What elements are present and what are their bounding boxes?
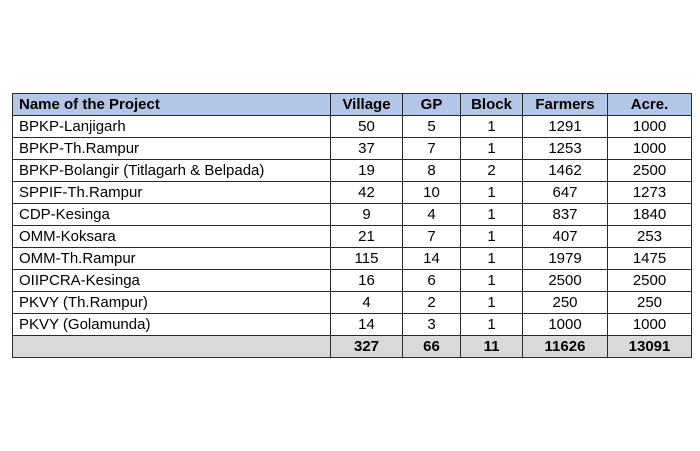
cell-name: PKVY (Golamunda) <box>12 313 331 336</box>
cell-village: 14 <box>330 313 403 336</box>
cell-name: OMM-Th.Rampur <box>12 247 331 270</box>
table-row: OMM-Th.Rampur 115 14 1 1979 1475 <box>12 247 692 270</box>
cell-gp: 3 <box>402 313 461 336</box>
table-row: SPPIF-Th.Rampur 42 10 1 647 1273 <box>12 181 692 204</box>
cell-name: OMM-Koksara <box>12 225 331 248</box>
cell-village: 4 <box>330 291 403 314</box>
cell-block: 1 <box>460 291 523 314</box>
header-village: Village <box>330 93 403 116</box>
cell-name: SPPIF-Th.Rampur <box>12 181 331 204</box>
cell-village: 37 <box>330 137 403 160</box>
cell-acre: 1840 <box>607 203 692 226</box>
cell-farmers: 837 <box>522 203 608 226</box>
cell-block: 1 <box>460 181 523 204</box>
cell-acre: 1000 <box>607 137 692 160</box>
table-row: CDP-Kesinga 9 4 1 837 1840 <box>12 203 692 226</box>
cell-farmers: 250 <box>522 291 608 314</box>
cell-name: BPKP-Lanjigarh <box>12 115 331 138</box>
header-row: Name of the Project Village GP Block Far… <box>12 93 692 116</box>
cell-farmers: 407 <box>522 225 608 248</box>
cell-block: 2 <box>460 159 523 182</box>
cell-acre: 2500 <box>607 159 692 182</box>
cell-gp: 2 <box>402 291 461 314</box>
total-farmers: 11626 <box>522 335 608 358</box>
cell-gp: 14 <box>402 247 461 270</box>
cell-acre: 1273 <box>607 181 692 204</box>
header-farmers: Farmers <box>522 93 608 116</box>
table-row: BPKP-Bolangir (Titlagarh & Belpada) 19 8 2 1… <box>12 159 692 182</box>
cell-farmers: 1462 <box>522 159 608 182</box>
header-gp: GP <box>402 93 461 116</box>
cell-acre: 1475 <box>607 247 692 270</box>
cell-farmers: 1979 <box>522 247 608 270</box>
cell-block: 1 <box>460 203 523 226</box>
cell-village: 16 <box>330 269 403 292</box>
table-row: PKVY (Golamunda) 14 3 1 1000 1000 <box>12 313 692 336</box>
cell-village: 50 <box>330 115 403 138</box>
cell-name: BPKP-Bolangir (Titlagarh & Belpada) <box>12 159 331 182</box>
cell-acre: 250 <box>607 291 692 314</box>
total-acre: 13091 <box>607 335 692 358</box>
cell-gp: 5 <box>402 115 461 138</box>
total-gp: 66 <box>402 335 461 358</box>
cell-acre: 2500 <box>607 269 692 292</box>
cell-block: 1 <box>460 115 523 138</box>
cell-village: 21 <box>330 225 403 248</box>
cell-farmers: 2500 <box>522 269 608 292</box>
cell-village: 9 <box>330 203 403 226</box>
cell-farmers: 647 <box>522 181 608 204</box>
cell-block: 1 <box>460 269 523 292</box>
cell-gp: 6 <box>402 269 461 292</box>
table-row: PKVY (Th.Rampur) 4 2 1 250 250 <box>12 291 692 314</box>
total-label-cell <box>12 335 331 358</box>
header-acre: Acre. <box>607 93 692 116</box>
cell-name: CDP-Kesinga <box>12 203 331 226</box>
cell-village: 19 <box>330 159 403 182</box>
cell-block: 1 <box>460 313 523 336</box>
cell-gp: 7 <box>402 137 461 160</box>
cell-village: 42 <box>330 181 403 204</box>
cell-gp: 10 <box>402 181 461 204</box>
cell-acre: 1000 <box>607 313 692 336</box>
header-name-of-project: Name of the Project <box>12 93 331 116</box>
cell-gp: 7 <box>402 225 461 248</box>
cell-name: OIIPCRA-Kesinga <box>12 269 331 292</box>
cell-block: 1 <box>460 225 523 248</box>
header-block: Block <box>460 93 523 116</box>
total-block: 11 <box>460 335 523 358</box>
table-body: BPKP-Lanjigarh 50 5 1 1291 1000 BPKP-Th.Rampur… <box>12 115 692 336</box>
table-row: BPKP-Lanjigarh 50 5 1 1291 1000 <box>12 115 692 138</box>
cell-farmers: 1253 <box>522 137 608 160</box>
cell-acre: 1000 <box>607 115 692 138</box>
cell-farmers: 1000 <box>522 313 608 336</box>
cell-block: 1 <box>460 247 523 270</box>
project-table-container: Name of the Project Village GP Block Far… <box>12 93 692 358</box>
cell-name: BPKP-Th.Rampur <box>12 137 331 160</box>
cell-block: 1 <box>460 137 523 160</box>
table-row: BPKP-Th.Rampur 37 7 1 1253 1000 <box>12 137 692 160</box>
cell-village: 115 <box>330 247 403 270</box>
table-row: OMM-Koksara 21 7 1 407 253 <box>12 225 692 248</box>
cell-gp: 4 <box>402 203 461 226</box>
cell-name: PKVY (Th.Rampur) <box>12 291 331 314</box>
table-row: OIIPCRA-Kesinga 16 6 1 2500 2500 <box>12 269 692 292</box>
cell-farmers: 1291 <box>522 115 608 138</box>
cell-acre: 253 <box>607 225 692 248</box>
total-village: 327 <box>330 335 403 358</box>
total-row: 327 66 11 11626 13091 <box>12 335 692 358</box>
cell-gp: 8 <box>402 159 461 182</box>
project-table: Name of the Project Village GP Block Far… <box>12 93 692 358</box>
